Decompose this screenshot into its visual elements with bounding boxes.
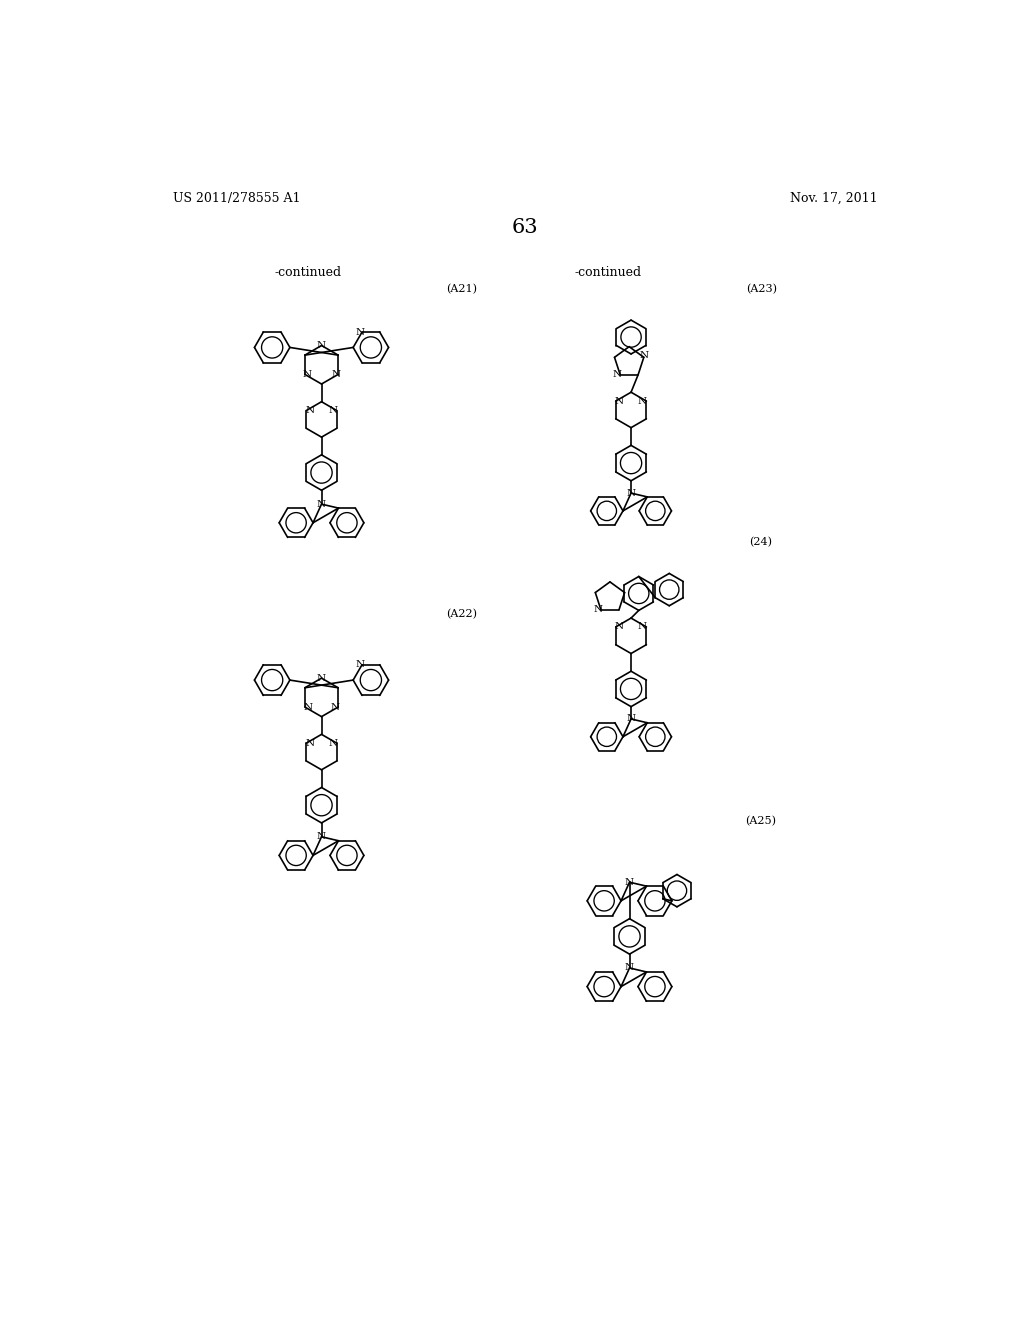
Text: N: N xyxy=(317,673,326,682)
Text: -continued: -continued xyxy=(274,265,341,279)
Text: N: N xyxy=(329,739,338,747)
Text: N: N xyxy=(317,341,326,350)
Text: US 2011/278555 A1: US 2011/278555 A1 xyxy=(173,191,300,205)
Text: N: N xyxy=(331,702,340,711)
Text: (A23): (A23) xyxy=(746,284,777,294)
Text: N: N xyxy=(638,396,647,405)
Text: N: N xyxy=(332,370,340,379)
Text: N: N xyxy=(593,606,602,614)
Text: N: N xyxy=(317,500,326,508)
Text: N: N xyxy=(303,702,312,711)
Text: (A22): (A22) xyxy=(446,609,477,619)
Text: N: N xyxy=(305,739,314,747)
Text: N: N xyxy=(627,488,636,498)
Text: N: N xyxy=(355,660,365,669)
Text: N: N xyxy=(615,623,625,631)
Text: N: N xyxy=(329,407,338,414)
Text: N: N xyxy=(305,407,314,414)
Text: (A25): (A25) xyxy=(744,816,776,826)
Text: 63: 63 xyxy=(511,218,539,238)
Text: (24): (24) xyxy=(749,537,772,546)
Text: N: N xyxy=(638,623,647,631)
Text: N: N xyxy=(625,878,634,887)
Text: N: N xyxy=(303,370,311,379)
Text: N: N xyxy=(355,327,365,337)
Text: N: N xyxy=(627,714,636,723)
Text: N: N xyxy=(612,370,622,379)
Text: -continued: -continued xyxy=(574,265,641,279)
Text: N: N xyxy=(625,964,634,973)
Text: N: N xyxy=(317,833,326,841)
Text: N: N xyxy=(615,396,625,405)
Text: (A21): (A21) xyxy=(446,284,477,294)
Text: N: N xyxy=(639,351,648,360)
Text: Nov. 17, 2011: Nov. 17, 2011 xyxy=(790,191,878,205)
